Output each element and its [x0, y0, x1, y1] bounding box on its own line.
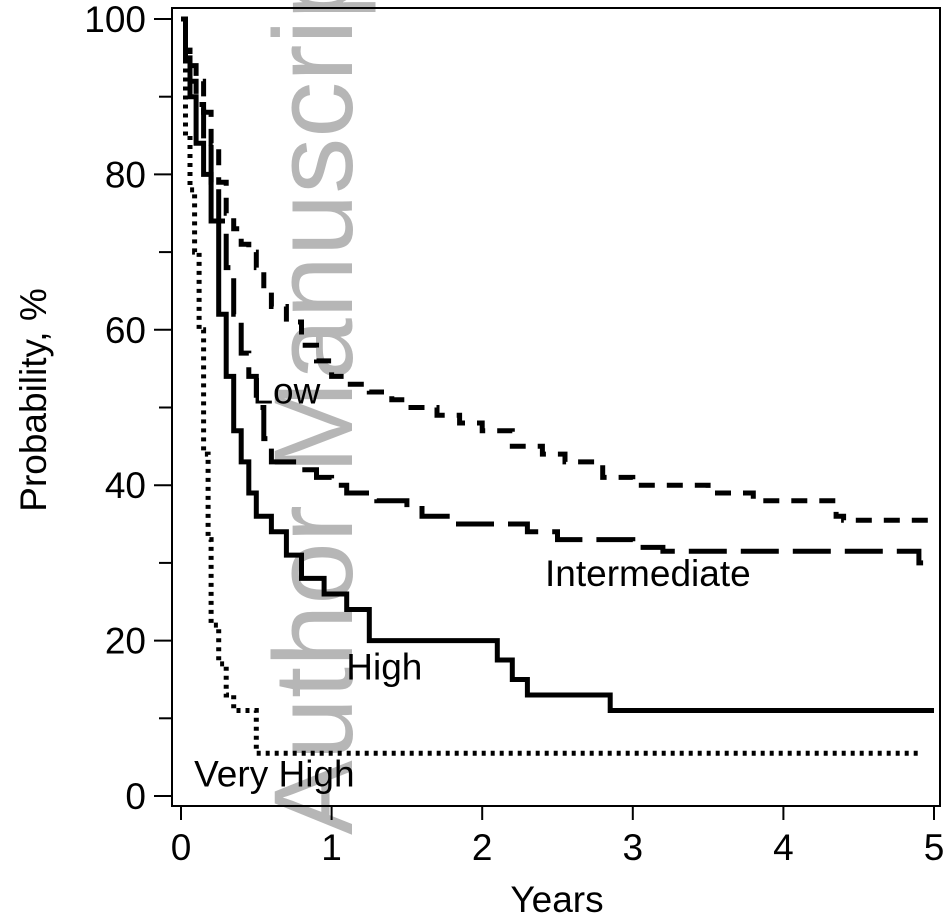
y-tick-label: 40	[105, 465, 146, 506]
x-tick-label: 4	[773, 827, 794, 868]
x-axis-title: Years	[510, 879, 603, 920]
series-labels: Low Intermediate High Very High	[194, 371, 751, 795]
series-label-very-high: Very High	[194, 754, 354, 795]
x-axis: 0 1 2 3 4 5	[171, 806, 945, 868]
y-tick-label: 80	[105, 154, 146, 195]
x-tick-label: 2	[472, 827, 493, 868]
y-tick-label: 0	[125, 776, 146, 817]
y-tick-label: 100	[84, 0, 146, 40]
series-line-intermediate	[181, 16, 934, 566]
series-group	[181, 16, 934, 756]
series-label-low: Low	[252, 371, 320, 412]
x-tick-label: 3	[623, 827, 644, 868]
watermark: Author Manuscript	[251, 0, 376, 835]
series-label-high: High	[346, 646, 422, 687]
series-label-intermediate: Intermediate	[545, 553, 751, 594]
x-tick-label: 1	[321, 827, 342, 868]
y-axis-title: Probability, %	[13, 288, 54, 511]
series-line-low	[181, 16, 934, 523]
y-tick-label: 60	[105, 310, 146, 351]
y-tick-label: 20	[105, 621, 146, 662]
y-axis: 0 20 40 60 80 100	[84, 0, 172, 817]
x-tick-label: 5	[924, 827, 945, 868]
x-tick-label: 0	[171, 827, 192, 868]
watermark-text: Author Manuscript	[251, 0, 376, 835]
series-line-high	[181, 16, 934, 713]
